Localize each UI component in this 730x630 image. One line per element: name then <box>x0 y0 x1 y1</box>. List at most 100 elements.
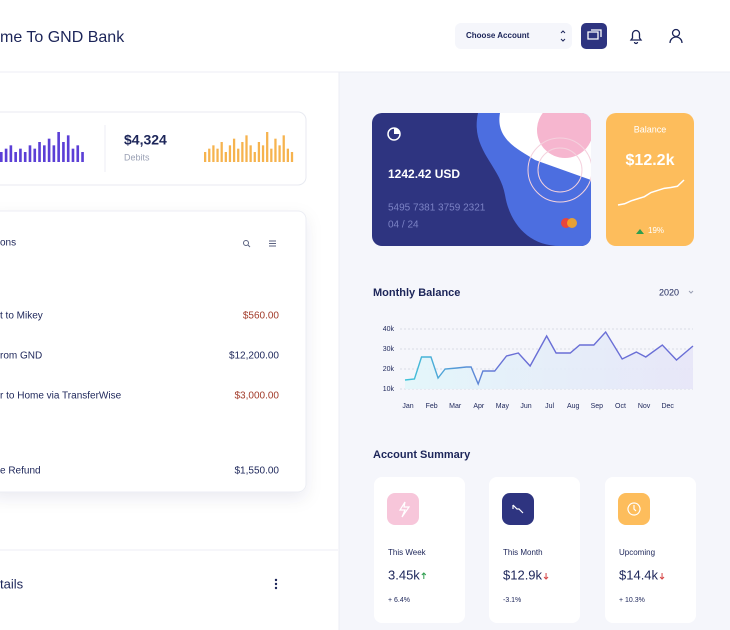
summary-change: + 10.3% <box>619 597 645 604</box>
x-tick-label: Sep <box>591 403 604 410</box>
summary-label: This Month <box>503 548 543 557</box>
transaction-amount: $12,200.00 <box>229 351 279 362</box>
year-caret <box>688 290 694 294</box>
spark-bar <box>270 148 273 162</box>
summary-change: + 6.4% <box>388 597 410 604</box>
user-icon[interactable] <box>669 28 683 44</box>
account-select-label: Choose Account <box>466 31 530 40</box>
more-icon[interactable] <box>274 578 278 590</box>
menu-icon[interactable] <box>269 240 276 247</box>
line-area <box>405 332 693 389</box>
summary-arrow <box>421 572 427 579</box>
balance-card <box>606 113 694 246</box>
summary-icon <box>387 493 419 525</box>
summary-title: Account Summary <box>373 449 471 461</box>
spark-bar <box>52 145 56 162</box>
x-tick-label: Aug <box>567 403 580 410</box>
stats-card <box>0 111 307 186</box>
balance-change: 19% <box>648 226 664 235</box>
chat-icon <box>587 29 602 40</box>
summary-value: $14.4k <box>619 567 659 582</box>
spark-bar <box>245 135 248 162</box>
spark-bar <box>237 148 240 162</box>
spark-bar <box>290 152 294 162</box>
summary-icon-glyph <box>398 501 411 518</box>
y-tick-label: 10k <box>383 386 395 393</box>
search-icon[interactable] <box>243 240 251 248</box>
card-expiry: 04 / 24 <box>388 220 419 231</box>
chat-button[interactable] <box>581 23 607 49</box>
spark-bar <box>204 152 207 162</box>
spark-bar <box>220 142 223 162</box>
spark-bar <box>38 142 41 162</box>
x-tick-label: May <box>496 403 510 410</box>
spark-bar <box>23 152 27 162</box>
spark-bar <box>228 145 232 162</box>
y-tick-label: 40k <box>383 326 395 333</box>
line <box>404 330 694 386</box>
summary-value: $12.9k <box>503 567 543 582</box>
balance-amount: $12.2k <box>626 152 675 169</box>
spark-bar <box>57 132 60 162</box>
transaction-description: e Refund <box>0 466 41 477</box>
x-tick-label: Jul <box>545 403 554 410</box>
spark-bar <box>19 148 22 162</box>
balance-title: Balance <box>634 124 667 134</box>
spark-bar <box>28 145 32 162</box>
spark-bar <box>33 148 37 162</box>
spark-bar <box>43 145 46 162</box>
summary-label: Upcoming <box>619 548 655 557</box>
x-tick-label: Jan <box>402 403 413 410</box>
transaction-amount: $1,550.00 <box>235 466 280 477</box>
spark-bar <box>76 145 80 162</box>
up-arrow <box>636 229 644 234</box>
x-tick-label: Nov <box>638 403 651 410</box>
spark-bar <box>266 132 269 162</box>
spark-bar <box>249 145 252 162</box>
stats-amount: $4,324 <box>124 132 167 148</box>
account-select[interactable] <box>455 23 572 49</box>
spark-bar <box>216 148 219 162</box>
spark-bar <box>14 152 17 162</box>
bell-icon[interactable] <box>629 29 643 45</box>
x-tick-label: Apr <box>473 403 485 410</box>
summary-arrow <box>543 573 549 580</box>
transaction-amount: $3,000.00 <box>235 391 280 402</box>
spark-bar <box>71 148 75 162</box>
spark-bar <box>81 152 84 162</box>
chart-title: Monthly Balance <box>373 287 460 299</box>
spark-bar <box>208 148 211 162</box>
select-caret <box>560 30 566 42</box>
spark-bar <box>232 138 236 162</box>
spark-bar <box>286 148 290 162</box>
transactions-card <box>0 210 307 493</box>
summary-icon-glyph <box>627 502 641 516</box>
spark-bar <box>4 148 8 162</box>
y-tick-label: 30k <box>383 346 395 353</box>
spark-bar <box>0 152 3 162</box>
x-tick-label: Jun <box>520 403 531 410</box>
spark-bar <box>212 145 215 162</box>
spark-bar <box>261 145 265 162</box>
summary-change: -3.1% <box>503 597 521 604</box>
transactions-title: ons <box>0 238 16 249</box>
spark-bar <box>274 138 277 162</box>
spark-bar <box>241 142 244 162</box>
transaction-amount: $560.00 <box>243 311 280 322</box>
transaction-description: rom GND <box>0 351 42 362</box>
spark-bar <box>66 135 70 162</box>
card-number: 5495 7381 3759 2321 <box>388 203 486 214</box>
summary-arrow <box>659 573 665 580</box>
spark-bar <box>278 145 281 162</box>
x-tick-label: Mar <box>449 403 462 410</box>
spark-bar <box>224 152 227 162</box>
stats-label: Debits <box>124 152 150 162</box>
y-tick-label: 20k <box>383 366 395 373</box>
spark-bar <box>9 145 13 162</box>
year-select[interactable]: 2020 <box>659 287 679 297</box>
spark-bar <box>257 142 261 162</box>
spark-bar <box>62 142 65 162</box>
x-tick-label: Dec <box>661 403 674 410</box>
